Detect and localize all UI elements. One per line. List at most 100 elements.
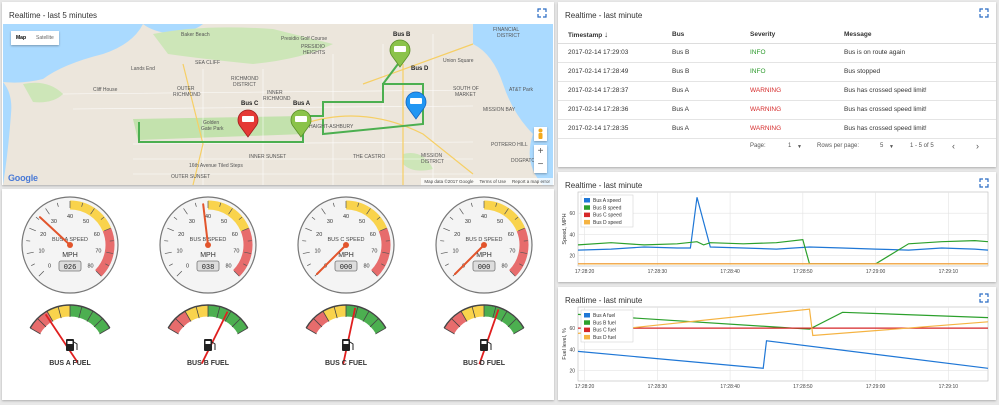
gauge-tick-label: 10 bbox=[314, 249, 320, 255]
google-logo: Google bbox=[8, 173, 38, 183]
expand-icon[interactable] bbox=[537, 8, 547, 18]
gauge-tick-label: 20 bbox=[178, 232, 184, 238]
terms-link[interactable]: Terms of Use bbox=[479, 179, 506, 184]
bus-marker-label: Bus C bbox=[241, 101, 258, 107]
bus-cell: Bus A bbox=[662, 81, 740, 100]
map-type-map[interactable]: Map bbox=[11, 31, 31, 45]
gauge-tick-label: 80 bbox=[501, 264, 507, 270]
legend-entry: Bus B fuel bbox=[593, 320, 616, 326]
zoom-out-icon[interactable]: − bbox=[534, 158, 547, 171]
map-label: Union Square bbox=[443, 58, 474, 64]
x-tick-label: 17:29:10 bbox=[939, 384, 959, 390]
bus-c-marker-icon[interactable] bbox=[236, 108, 260, 138]
gauge-tick-label: 80 bbox=[87, 264, 93, 270]
severity-cell: INFO bbox=[740, 62, 834, 81]
legend-swatch bbox=[584, 205, 590, 210]
map-label: DISTRICT bbox=[497, 33, 520, 39]
map-footer: Map data ©2017 Google Terms of Use Repor… bbox=[421, 178, 553, 185]
fuel-needle bbox=[479, 309, 498, 364]
severity-cell: WARNING bbox=[740, 100, 834, 119]
map-label: Lands End bbox=[131, 66, 155, 72]
gauge-unit: MPH bbox=[200, 252, 216, 259]
prev-page-icon[interactable]: ‹ bbox=[952, 141, 955, 151]
rows-dropdown-icon[interactable]: ▼ bbox=[889, 144, 894, 150]
next-page-icon[interactable]: › bbox=[976, 141, 979, 151]
events-table-panel: Realtime - last minute Timestamp ↓ Bus S… bbox=[558, 2, 996, 167]
pegman-icon[interactable] bbox=[534, 127, 547, 141]
gauge-tick-label: 30 bbox=[465, 219, 471, 225]
page-range: 1 - 5 of 5 bbox=[910, 143, 934, 149]
timestamp-cell: 2017-02-14 17:28:36 bbox=[558, 100, 662, 119]
y-axis-label: Speed, MPH bbox=[562, 213, 568, 244]
map-data-credit: Map data ©2017 Google bbox=[424, 179, 473, 184]
bus-a-marker-icon[interactable] bbox=[289, 108, 313, 138]
bus-cell: Bus B bbox=[662, 62, 740, 81]
timestamp-cell: 2017-02-14 17:28:37 bbox=[558, 81, 662, 100]
zoom-control[interactable]: + − bbox=[534, 145, 547, 173]
map-label: DISTRICT bbox=[421, 159, 444, 165]
page-select[interactable]: 1 bbox=[788, 143, 791, 149]
fuel-gauge: BUS D FUEL bbox=[444, 305, 524, 367]
fuel-gauge-label: BUS D FUEL bbox=[463, 360, 506, 367]
message-cell: Bus stopped bbox=[834, 62, 996, 81]
series-line bbox=[578, 240, 988, 264]
gauge-tick-label: 40 bbox=[67, 214, 73, 220]
map-label: INNER SUNSET bbox=[249, 154, 286, 160]
fuel-pump-icon bbox=[480, 339, 491, 351]
timestamp-column-header[interactable]: Timestamp ↓ bbox=[558, 26, 662, 43]
expand-icon[interactable] bbox=[979, 8, 989, 18]
map-view[interactable]: Map Satellite Baker Beach Presidio Golf … bbox=[3, 24, 553, 185]
report-error-link[interactable]: Report a map error bbox=[512, 179, 550, 184]
fuel-gauge: BUS B FUEL bbox=[168, 305, 248, 367]
fuel-gauge: BUS C FUEL bbox=[306, 305, 386, 367]
bus-d-marker-icon[interactable] bbox=[404, 90, 428, 120]
map-label: SEA CLIFF bbox=[195, 60, 220, 66]
map-label: DISTRICT bbox=[233, 82, 256, 88]
map-type-toggle[interactable]: Map Satellite bbox=[11, 31, 59, 45]
x-tick-label: 17:28:20 bbox=[575, 384, 595, 390]
fuel-needle bbox=[46, 314, 78, 362]
zoom-in-icon[interactable]: + bbox=[534, 145, 547, 158]
rows-per-page-select[interactable]: 5 bbox=[880, 143, 883, 149]
map-label: Cliff House bbox=[93, 87, 117, 93]
page-dropdown-icon[interactable]: ▼ bbox=[797, 144, 802, 150]
gauge-tick-label: 30 bbox=[189, 219, 195, 225]
sort-down-arrow-icon[interactable]: ↓ bbox=[604, 30, 608, 39]
severity-column-header[interactable]: Severity bbox=[740, 26, 834, 43]
bus-cell: Bus B bbox=[662, 43, 740, 62]
fuel-gauge: BUS A FUEL bbox=[30, 305, 110, 367]
x-tick-label: 17:29:00 bbox=[866, 384, 886, 390]
gauge-tick-label: 50 bbox=[497, 219, 503, 225]
legend-swatch bbox=[584, 198, 590, 203]
gauge-tick-label: 70 bbox=[233, 249, 239, 255]
x-tick-label: 17:28:20 bbox=[575, 269, 595, 275]
map-type-satellite[interactable]: Satellite bbox=[31, 31, 59, 45]
bus-cell: Bus A bbox=[662, 100, 740, 119]
bus-column-header[interactable]: Bus bbox=[662, 26, 740, 43]
message-column-header[interactable]: Message bbox=[834, 26, 996, 43]
timestamp-cell: 2017-02-14 17:28:35 bbox=[558, 119, 662, 138]
gauge-tick-label: 40 bbox=[343, 214, 349, 220]
map-label: RICHMOND bbox=[173, 92, 201, 98]
gauge-tick-label: 20 bbox=[454, 232, 460, 238]
legend-swatch bbox=[584, 313, 590, 318]
bus-b-marker-icon[interactable] bbox=[388, 38, 412, 68]
message-cell: Bus has crossed speed limit! bbox=[834, 119, 996, 138]
gauge-readout: 000 bbox=[340, 264, 353, 272]
message-cell: Bus has crossed speed limit! bbox=[834, 81, 996, 100]
map-label: HEIGHTS bbox=[303, 50, 325, 56]
gauge-tick-label: 10 bbox=[452, 249, 458, 255]
map-label: OUTER SUNSET bbox=[171, 174, 210, 180]
y-axis-label: Fuel level, % bbox=[562, 328, 568, 360]
